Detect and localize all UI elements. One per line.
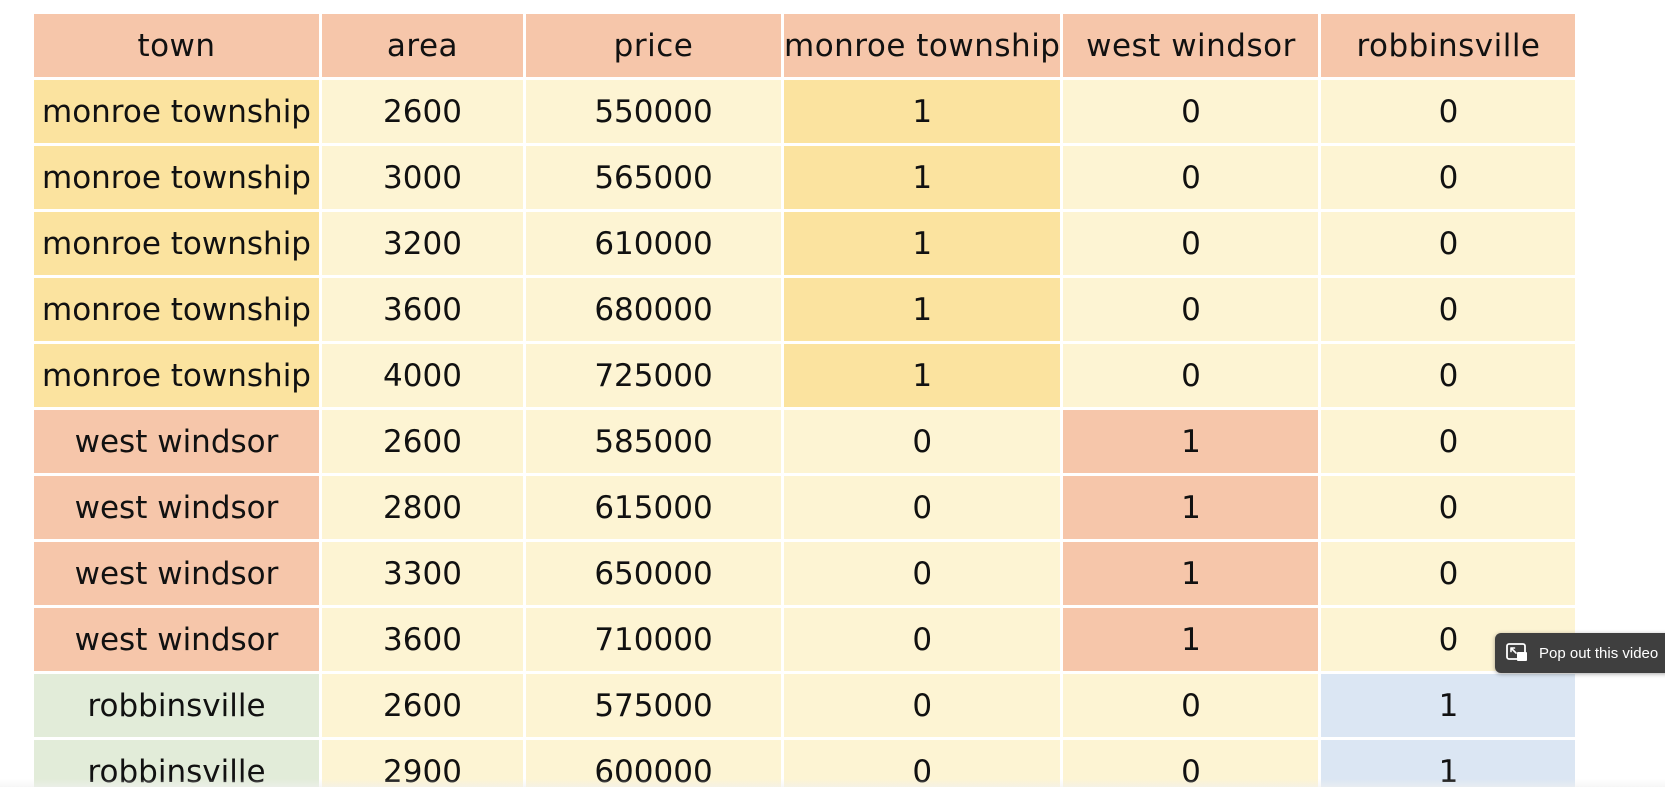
table-row: west windsor 3300 650000 0 1 0 — [34, 542, 1576, 605]
west-windsor-flag-cell: 0 — [1063, 146, 1319, 209]
table-row: monroe township 3600 680000 1 0 0 — [34, 278, 1576, 341]
town-cell: monroe township — [34, 146, 319, 209]
price-cell: 565000 — [526, 146, 781, 209]
price-cell: 585000 — [526, 410, 781, 473]
area-cell: 2800 — [322, 476, 523, 539]
table-row: monroe township 4000 725000 1 0 0 — [34, 344, 1576, 407]
monroe-township-flag-cell: 0 — [784, 410, 1061, 473]
monroe-township-flag-cell: 1 — [784, 80, 1061, 143]
robbinsville-flag-cell: 1 — [1321, 740, 1576, 787]
monroe-township-flag-cell: 0 — [784, 476, 1061, 539]
price-cell: 550000 — [526, 80, 781, 143]
price-cell: 615000 — [526, 476, 781, 539]
price-cell: 600000 — [526, 740, 781, 787]
price-cell: 680000 — [526, 278, 781, 341]
robbinsville-flag-cell: 0 — [1321, 80, 1576, 143]
monroe-township-flag-cell: 1 — [784, 212, 1061, 275]
column-header-town: town — [34, 14, 319, 77]
west-windsor-flag-cell: 0 — [1063, 344, 1319, 407]
robbinsville-flag-cell: 0 — [1321, 212, 1576, 275]
popout-icon — [1505, 641, 1529, 665]
price-cell: 725000 — [526, 344, 781, 407]
data-table: town area price monroe township west win… — [31, 11, 1578, 787]
area-cell: 2900 — [322, 740, 523, 787]
column-header-monroe-township: monroe township — [784, 14, 1061, 77]
town-cell: monroe township — [34, 278, 319, 341]
column-header-price: price — [526, 14, 781, 77]
west-windsor-flag-cell: 1 — [1063, 410, 1319, 473]
robbinsville-flag-cell: 0 — [1321, 542, 1576, 605]
town-cell: west windsor — [34, 410, 319, 473]
town-cell: robbinsville — [34, 740, 319, 787]
town-cell: robbinsville — [34, 674, 319, 737]
area-cell: 2600 — [322, 674, 523, 737]
table-row: robbinsville 2600 575000 0 0 1 — [34, 674, 1576, 737]
area-cell: 3200 — [322, 212, 523, 275]
west-windsor-flag-cell: 0 — [1063, 80, 1319, 143]
area-cell: 2600 — [322, 410, 523, 473]
town-cell: west windsor — [34, 608, 319, 671]
area-cell: 4000 — [322, 344, 523, 407]
west-windsor-flag-cell: 1 — [1063, 476, 1319, 539]
west-windsor-flag-cell: 0 — [1063, 212, 1319, 275]
pop-out-video-label: Pop out this video — [1539, 644, 1659, 662]
column-header-robbinsville: robbinsville — [1321, 14, 1576, 77]
area-cell: 3300 — [322, 542, 523, 605]
town-cell: west windsor — [34, 476, 319, 539]
robbinsville-flag-cell: 0 — [1321, 410, 1576, 473]
table-row: robbinsville 2900 600000 0 0 1 — [34, 740, 1576, 787]
table-row: west windsor 3600 710000 0 1 0 — [34, 608, 1576, 671]
west-windsor-flag-cell: 0 — [1063, 278, 1319, 341]
robbinsville-flag-cell: 1 — [1321, 674, 1576, 737]
monroe-township-flag-cell: 0 — [784, 608, 1061, 671]
west-windsor-flag-cell: 0 — [1063, 674, 1319, 737]
area-cell: 3600 — [322, 608, 523, 671]
column-header-west-windsor: west windsor — [1063, 14, 1319, 77]
monroe-township-flag-cell: 0 — [784, 674, 1061, 737]
pop-out-video-button[interactable]: Pop out this video — [1495, 633, 1665, 673]
monroe-township-flag-cell: 1 — [784, 344, 1061, 407]
table-row: monroe township 3000 565000 1 0 0 — [34, 146, 1576, 209]
column-header-area: area — [322, 14, 523, 77]
monroe-township-flag-cell: 0 — [784, 740, 1061, 787]
table-row: west windsor 2600 585000 0 1 0 — [34, 410, 1576, 473]
robbinsville-flag-cell: 0 — [1321, 146, 1576, 209]
area-cell: 3000 — [322, 146, 523, 209]
monroe-township-flag-cell: 1 — [784, 278, 1061, 341]
town-cell: west windsor — [34, 542, 319, 605]
table-row: west windsor 2800 615000 0 1 0 — [34, 476, 1576, 539]
town-cell: monroe township — [34, 212, 319, 275]
price-cell: 610000 — [526, 212, 781, 275]
table-row: monroe township 2600 550000 1 0 0 — [34, 80, 1576, 143]
monroe-township-flag-cell: 0 — [784, 542, 1061, 605]
price-cell: 650000 — [526, 542, 781, 605]
header-row: town area price monroe township west win… — [34, 14, 1576, 77]
price-cell: 575000 — [526, 674, 781, 737]
robbinsville-flag-cell: 0 — [1321, 278, 1576, 341]
west-windsor-flag-cell: 1 — [1063, 542, 1319, 605]
town-cell: monroe township — [34, 80, 319, 143]
robbinsville-flag-cell: 0 — [1321, 476, 1576, 539]
area-cell: 3600 — [322, 278, 523, 341]
west-windsor-flag-cell: 0 — [1063, 740, 1319, 787]
area-cell: 2600 — [322, 80, 523, 143]
monroe-township-flag-cell: 1 — [784, 146, 1061, 209]
price-cell: 710000 — [526, 608, 781, 671]
robbinsville-flag-cell: 0 — [1321, 344, 1576, 407]
town-cell: monroe township — [34, 344, 319, 407]
west-windsor-flag-cell: 1 — [1063, 608, 1319, 671]
table-row: monroe township 3200 610000 1 0 0 — [34, 212, 1576, 275]
